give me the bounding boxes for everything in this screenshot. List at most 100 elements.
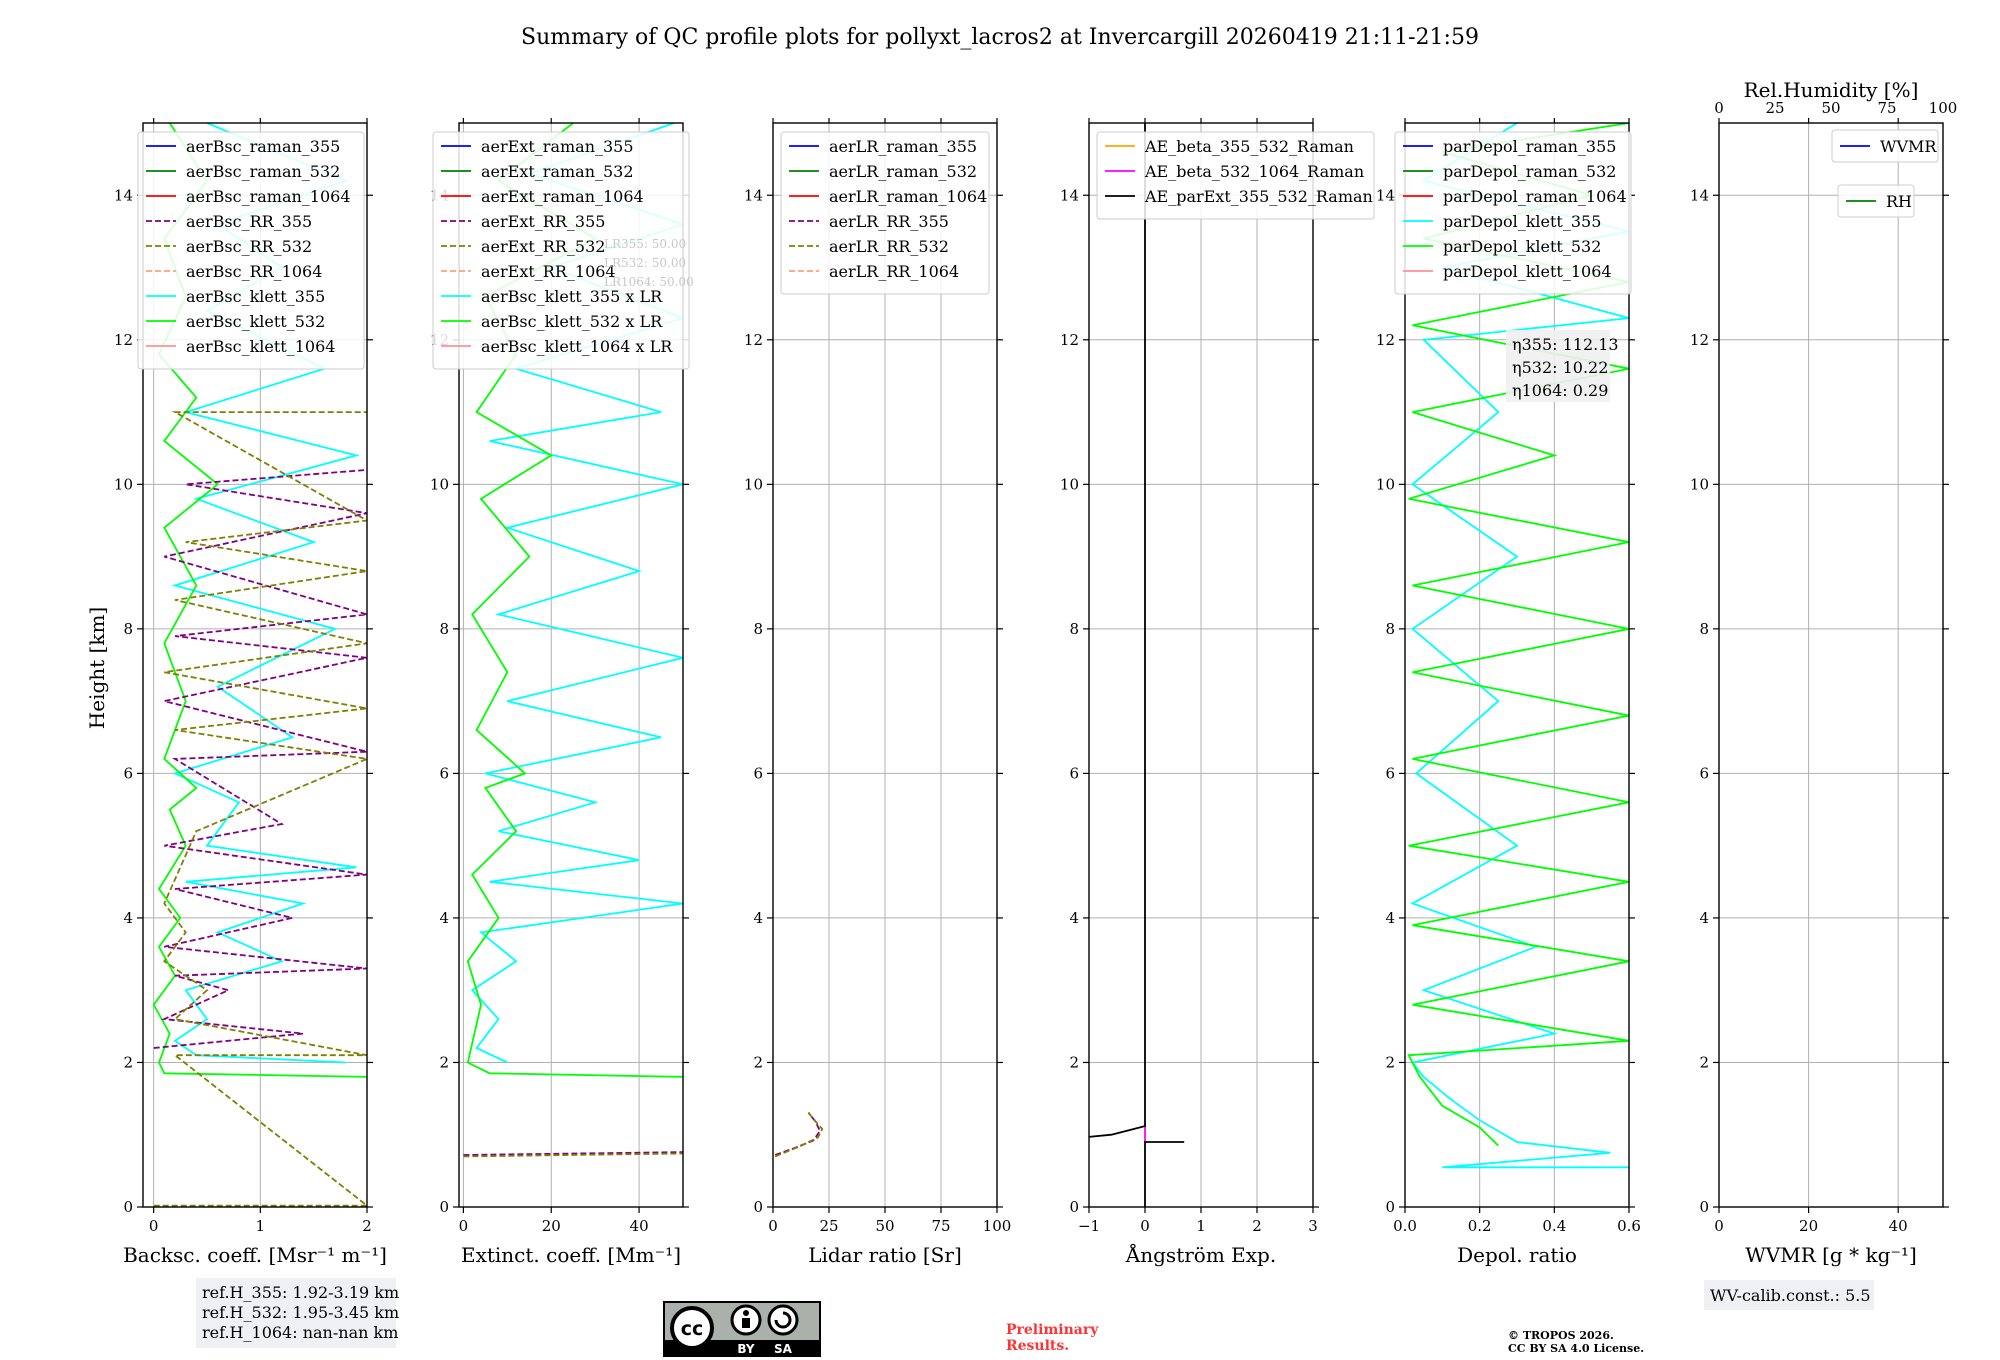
y-tick-label: 6 [1385, 764, 1395, 782]
x-tick-label: 0.6 [1617, 1217, 1641, 1235]
x-tick-label: 1 [1196, 1217, 1206, 1235]
panel-wvmr: 0 20 40 0 2 4 6 8 10 12 14 WVMR [g * kg⁻¹] 0 25 50 75 10… [1690, 78, 1957, 1267]
lr-annotation: LR355: 50.00 [604, 237, 686, 251]
rh-legend-label: RH [1886, 192, 1912, 211]
series-aerLR_RR_532 [774, 1109, 824, 1158]
x-axis-label: Lidar ratio [Sr] [808, 1243, 962, 1267]
y-tick-label: 8 [1385, 620, 1395, 638]
y-tick-label: 0 [439, 1198, 449, 1216]
y-tick-label: 10 [1690, 475, 1709, 493]
y-tick-label: 14 [1690, 186, 1709, 204]
y-tick-label: 14 [744, 186, 763, 204]
ref-height-note: ref.H_355: 1.92-3.19 km ref.H_532: 1.95-… [196, 1278, 399, 1348]
legend-label: parDepol_klett_532 [1443, 237, 1601, 256]
axes-frame [1404, 122, 1630, 1208]
legend-label: aerLR_raman_355 [829, 137, 977, 156]
eta-label: η1064: 0.29 [1512, 381, 1608, 400]
x-tick-label: 40 [1889, 1217, 1908, 1235]
x-tick-label: 40 [630, 1217, 649, 1235]
y-tick-label: 12 [1690, 331, 1709, 349]
cc-logo-text: cc [681, 1318, 704, 1340]
cc-license-badge: cc BY SA [663, 1301, 821, 1357]
wvmr-legend-box [1831, 129, 1939, 163]
series-group [1407, 123, 1629, 1169]
x-axis-label: Extinct. coeff. [Mm⁻¹] [461, 1243, 681, 1267]
legend-label: AE_beta_532_1064_Raman [1144, 162, 1364, 181]
legend-label: aerLR_raman_532 [829, 162, 977, 181]
legend-box [432, 131, 690, 370]
legend-label: aerExt_raman_1064 [481, 187, 644, 206]
x-axis-label: Ångström Exp. [1125, 1242, 1276, 1267]
y-tick-label: 2 [753, 1053, 763, 1071]
y-tick-label: 0 [123, 1198, 133, 1216]
figure-title: Summary of QC profile plots for pollyxt_… [521, 25, 1479, 50]
x-tick-label: 3 [1308, 1217, 1318, 1235]
top-x-tick-label: 50 [1821, 99, 1840, 117]
panel-depol: 0.0 0.2 0.4 0.6 0 2 4 6 8 10 12 14 Depol. ratio parDe… [1376, 118, 1641, 1267]
wvmr-legend-label: WVMR [1880, 137, 1937, 156]
x-axis-label: WVMR [g * kg⁻¹] [1745, 1243, 1917, 1267]
legend-label: parDepol_klett_1064 [1443, 262, 1612, 281]
y-tick-label: 12 [744, 331, 763, 349]
legend-label: aerBsc_raman_355 [186, 137, 340, 156]
x-tick-label: 0 [768, 1217, 778, 1235]
y-tick-label: 4 [1069, 909, 1079, 927]
legend-label: AE_parExt_355_532_Raman [1144, 187, 1373, 206]
x-axis-label: Depol. ratio [1457, 1243, 1577, 1267]
y-tick-label: 2 [123, 1053, 133, 1071]
y-tick-label: 6 [1069, 764, 1079, 782]
x-tick-label: 0.2 [1468, 1217, 1492, 1235]
top-x-axis-label: Rel.Humidity [%] [1744, 78, 1919, 102]
x-tick-label: 0 [1714, 1217, 1724, 1235]
series-parDepol_klett_355 [1410, 123, 1629, 1169]
ref-height-532: ref.H_532: 1.95-3.45 km [202, 1303, 399, 1322]
wv-calib-note: WV-calib.const.: 5.5 [1704, 1280, 1874, 1310]
x-tick-label: 0 [459, 1217, 469, 1235]
y-tick-label: 14 [1376, 186, 1395, 204]
y-tick-label: 0 [1385, 1198, 1395, 1216]
x-tick-label: 2 [1252, 1217, 1262, 1235]
y-tick-label: 6 [753, 764, 763, 782]
x-tick-label: 25 [819, 1217, 838, 1235]
legend-label: parDepol_raman_1064 [1443, 187, 1627, 206]
preliminary-line-2: Results. [1006, 1338, 1069, 1354]
series-AE_parExt_355_532_Raman_low [1144, 1141, 1185, 1207]
x-tick-label: 0 [1140, 1217, 1150, 1235]
x-tick-label: 2 [362, 1217, 372, 1235]
axes-frame [458, 122, 684, 1208]
y-tick-label: 12 [1060, 331, 1079, 349]
x-tick-label: 20 [542, 1217, 561, 1235]
top-x-tick-label: 25 [1765, 99, 1784, 117]
panel-lidar_ratio: 0 25 50 75 100 0 2 4 6 8 10 12 14 Lidar ratio [Sr] aer… [744, 118, 1011, 1267]
x-tick-label: −1 [1078, 1217, 1100, 1235]
legend-label: aerExt_RR_355 [481, 212, 605, 231]
y-tick-label: 6 [439, 764, 449, 782]
y-tick-label: 0 [1699, 1198, 1709, 1216]
legend-label: aerLR_raman_1064 [829, 187, 987, 206]
series-aerExt_RR_532 [463, 1152, 683, 1158]
y-tick-label: 2 [1069, 1053, 1079, 1071]
by-label: BY [737, 1342, 754, 1356]
legend-label: parDepol_raman_532 [1443, 162, 1616, 181]
series-AE_parExt_355_532_Raman [1089, 123, 1146, 1138]
y-tick-label: 8 [439, 620, 449, 638]
legend-box [1394, 131, 1632, 295]
panel-extinction: 0204002468101214Extinct. coeff. [Mm⁻¹]ae… [430, 118, 694, 1267]
y-tick-label: 4 [1699, 909, 1709, 927]
legend-label: aerBsc_raman_1064 [186, 187, 351, 206]
y-tick-label: 10 [430, 475, 449, 493]
top-x-tick-label: 75 [1877, 99, 1896, 117]
y-tick-label: 8 [753, 620, 763, 638]
legend-label: aerExt_raman_355 [481, 137, 634, 156]
sa-share-icon [767, 1304, 799, 1336]
y-tick-label: 2 [1385, 1053, 1395, 1071]
y-tick-label: 10 [744, 475, 763, 493]
y-tick-label: 10 [114, 475, 133, 493]
x-tick-label: 100 [983, 1217, 1012, 1235]
legend-label: aerBsc_RR_1064 [186, 262, 322, 281]
legend-label: aerBsc_klett_355 [186, 287, 325, 306]
legend-label: parDepol_klett_355 [1443, 212, 1601, 231]
